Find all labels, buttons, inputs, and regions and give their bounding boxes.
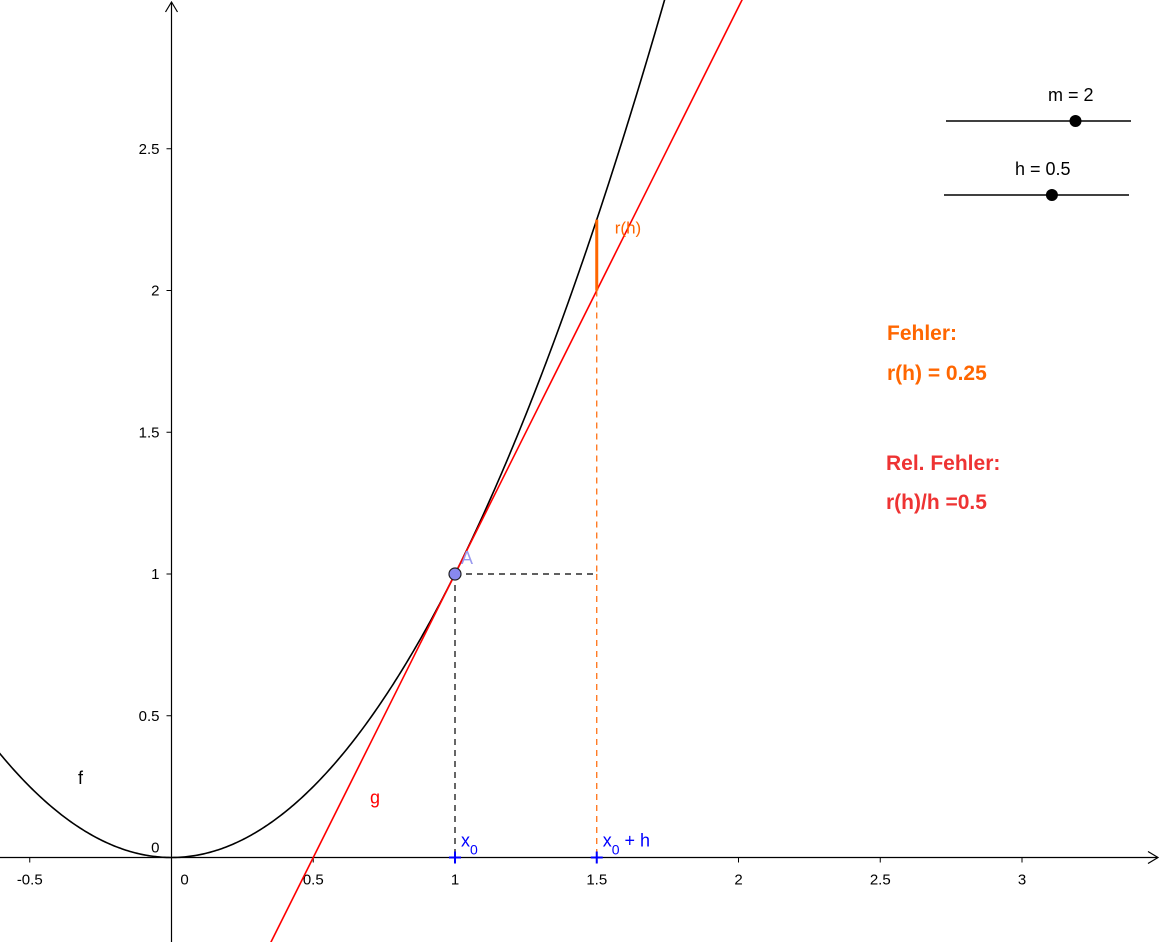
x-tick-label: 0.5 (303, 872, 324, 889)
y-tick-label: 2.5 (139, 141, 160, 158)
y-tick-label: 2 (151, 283, 159, 300)
y-tick-label: 0.5 (139, 708, 160, 725)
guide-lines (454, 219, 599, 858)
slider-h-label: h = 0.5 (1015, 159, 1071, 179)
curve-f-label: f (78, 768, 84, 788)
origin-label: 0 (151, 840, 159, 857)
slider-m-label: m = 2 (1048, 85, 1094, 105)
x0-label: x0 (461, 831, 478, 858)
line-g-label: g (370, 788, 380, 808)
point-a (448, 567, 462, 581)
rel-fehler-title: Rel. Fehler: (886, 452, 1001, 475)
x-tick-label: -0.5 (17, 872, 43, 889)
x-tick-label: 1 (451, 872, 459, 889)
x-tick-label: 0 (180, 872, 188, 889)
x-tick-label: 1.5 (586, 872, 607, 889)
slider-m-handle[interactable] (1069, 115, 1082, 127)
sliders[interactable] (944, 115, 1131, 201)
x0h-label: x0 + h (603, 831, 650, 858)
curves (0, 0, 743, 942)
x-tick-label: 3 (1018, 872, 1026, 889)
point-a-label: A (461, 548, 473, 568)
slider-h-handle[interactable] (1045, 189, 1058, 201)
y-axis-arrow (164, 0, 179, 13)
x-tick-label: 2.5 (870, 872, 891, 889)
line-g (270, 0, 743, 942)
plot-labels: r(h) Ax0 x0 + h f g (78, 219, 650, 864)
y-tick-label: 1.5 (139, 424, 160, 441)
fehler-value: r(h) = 0.25 (887, 362, 987, 385)
residual-label: r(h) (615, 219, 641, 238)
curve-f (0, 0, 666, 859)
x-tick-label: 2 (734, 872, 742, 889)
x-axis-arrow (1147, 850, 1160, 865)
y-tick-label: 1 (151, 566, 159, 583)
fehler-title: Fehler: (887, 322, 958, 345)
rel-fehler-value: r(h)/h =0.5 (886, 491, 987, 514)
